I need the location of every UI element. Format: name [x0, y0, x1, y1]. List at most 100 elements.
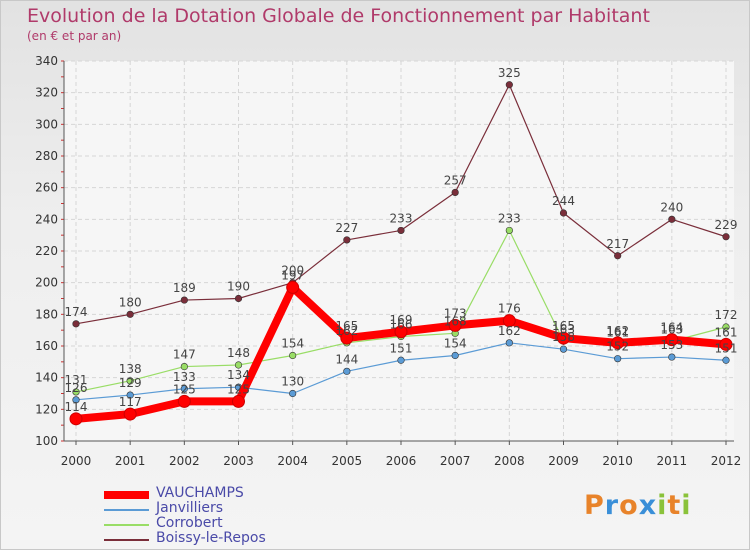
data-label: 180 — [119, 295, 142, 309]
data-label: 173 — [444, 306, 467, 320]
y-tick-label: 320 — [35, 86, 58, 100]
data-point — [180, 385, 188, 393]
y-tick-label: 340 — [35, 54, 58, 68]
data-point — [289, 351, 297, 360]
x-tick-label: 2002 — [169, 454, 200, 468]
data-label: 125 — [227, 382, 250, 396]
data-label: 161 — [606, 325, 629, 339]
data-label: 129 — [119, 376, 142, 390]
data-point — [72, 396, 80, 404]
data-label: 227 — [335, 221, 358, 235]
y-tick-label: 280 — [35, 149, 58, 163]
x-tick-label: 2006 — [386, 454, 417, 468]
y-tick-label: 180 — [35, 307, 58, 321]
data-point — [72, 388, 80, 396]
data-point — [502, 314, 516, 328]
data-label: 154 — [281, 337, 304, 351]
data-point — [557, 331, 570, 345]
data-label: 240 — [660, 200, 683, 214]
data-point — [69, 412, 83, 426]
x-tick-label: 2009 — [548, 454, 579, 468]
y-tick-label: 200 — [35, 276, 58, 290]
data-label: 114 — [65, 400, 88, 414]
y-tick-label: 160 — [35, 339, 58, 353]
legend-label: Janvilliers — [156, 500, 224, 516]
x-tick-label: 2008 — [494, 454, 525, 468]
data-label: 229 — [715, 218, 738, 232]
data-label: 163 — [660, 322, 683, 336]
chart-title: Evolution de la Dotation Globale de Fonc… — [27, 5, 650, 27]
data-label: 165 — [552, 319, 575, 333]
x-tick-label: 2012 — [711, 454, 742, 468]
data-point — [614, 355, 622, 363]
x-tick-label: 2010 — [602, 454, 633, 468]
x-tick-label: 2011 — [657, 454, 688, 468]
data-label: 162 — [606, 324, 629, 338]
data-point — [126, 377, 134, 385]
data-point — [665, 333, 679, 347]
data-label: 174 — [65, 305, 88, 319]
data-point — [180, 362, 188, 371]
data-label: 131 — [65, 373, 88, 387]
data-label: 325 — [498, 66, 521, 80]
x-tick-label: 2003 — [223, 454, 254, 468]
data-point — [722, 233, 730, 241]
data-point — [394, 325, 408, 339]
data-label: 130 — [281, 375, 304, 389]
data-label: 168 — [444, 314, 467, 328]
y-tick-label: 100 — [35, 434, 58, 448]
data-label: 257 — [444, 173, 467, 187]
grid — [64, 60, 734, 442]
data-point — [340, 331, 354, 345]
y-tick-label: 140 — [35, 371, 58, 385]
data-label: 233 — [498, 211, 521, 225]
data-point — [397, 226, 405, 235]
data-label: 144 — [335, 352, 358, 366]
x-tick-label: 2001 — [115, 454, 146, 468]
data-label: 166 — [390, 318, 413, 332]
data-label: 151 — [390, 341, 413, 355]
data-label: 117 — [119, 395, 142, 409]
series — [69, 81, 733, 426]
data-label: 126 — [65, 381, 88, 395]
y-tick-label: 240 — [35, 212, 58, 226]
data-label: 233 — [390, 211, 413, 225]
chart-subtitle: (en € et par an) — [27, 29, 122, 43]
data-point — [234, 361, 243, 369]
data-label: 133 — [173, 370, 196, 384]
data-point — [559, 345, 568, 353]
data-label: 154 — [444, 337, 467, 351]
data-point — [505, 226, 513, 235]
data-label: 125 — [173, 382, 196, 396]
data-point — [397, 356, 405, 364]
data-point — [343, 367, 351, 375]
proxiti-logo: Proxiti — [584, 490, 692, 521]
x-tick-label: 2004 — [277, 454, 308, 468]
y-tick-label: 220 — [35, 244, 58, 258]
data-label: 158 — [552, 330, 575, 344]
data-point — [234, 294, 243, 303]
data-labels: 174 180 189 190 200 227 233 257 325 244 217 240 229 1… — [65, 66, 738, 414]
data-label: 152 — [606, 340, 629, 354]
data-label: 151 — [715, 341, 738, 355]
x-tick-label: 2005 — [332, 454, 363, 468]
data-label: 162 — [335, 324, 358, 338]
data-point — [719, 337, 733, 351]
data-point — [722, 323, 730, 331]
data-label: 162 — [498, 324, 521, 338]
data-point — [722, 356, 730, 364]
legend-label: Corrobert — [156, 515, 223, 531]
data-label: 189 — [173, 281, 196, 295]
data-point — [614, 252, 622, 260]
data-label: 200 — [281, 264, 304, 278]
plot-area — [64, 61, 734, 441]
data-point — [668, 353, 676, 361]
data-label: 190 — [227, 280, 250, 294]
data-point — [232, 394, 245, 408]
data-label: 163 — [552, 322, 575, 336]
axes: 100 120 140 160 180 200 220 240 260 280 300 320 340 2… — [35, 54, 741, 468]
data-label: 197 — [281, 268, 304, 282]
data-label: 148 — [227, 346, 250, 360]
